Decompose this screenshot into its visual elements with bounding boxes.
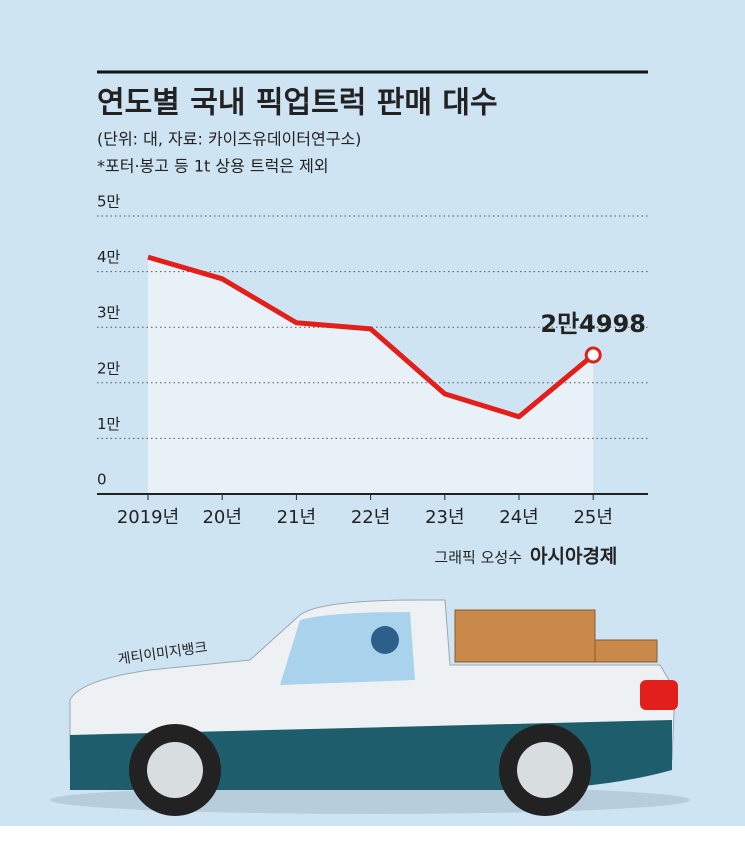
x-tick-label: 20년 (202, 507, 241, 528)
y-tick-label: 1만 (97, 415, 121, 433)
x-tick-label: 24년 (499, 507, 538, 528)
subtitle: (단위: 대, 자료: 카이즈유데이터연구소) (97, 130, 361, 149)
truck-illustration: 게티이미지뱅크 (50, 599, 690, 816)
line (147, 254, 595, 420)
area (148, 257, 594, 494)
note: *포터·봉고 등 1t 상용 트럭은 제외 (97, 157, 329, 176)
plot: 0 1만 2만 3만 4만 5만 2019년 20년 21년 22년 23년 24년 25년 2만4998 (97, 193, 648, 528)
photo-credit: 게티이미지뱅크 (117, 640, 209, 668)
x-tick-label: 25년 (573, 507, 612, 528)
point (584, 346, 602, 364)
x-tick-label: 21년 (277, 507, 316, 528)
x-tick-label: 23년 (425, 507, 464, 528)
y-tick-label: 4만 (97, 248, 121, 266)
y-tick-label: 2만 (97, 359, 121, 377)
x-tick-label: 2019년 (117, 507, 179, 528)
publisher: 아시아경제 (530, 546, 617, 568)
value-label: 2만4998 (540, 310, 646, 338)
y-tick-label: 5만 (97, 193, 121, 211)
y-tick-label: 0 (97, 471, 107, 489)
y-tick-label: 3만 (97, 304, 121, 322)
x-tick-label: 22년 (351, 507, 390, 528)
bottom-strip (0, 826, 745, 841)
chart-title: 연도별 국내 픽업트럭 판매 대수 (97, 86, 498, 121)
credit: 그래픽 오성수 (434, 549, 522, 567)
